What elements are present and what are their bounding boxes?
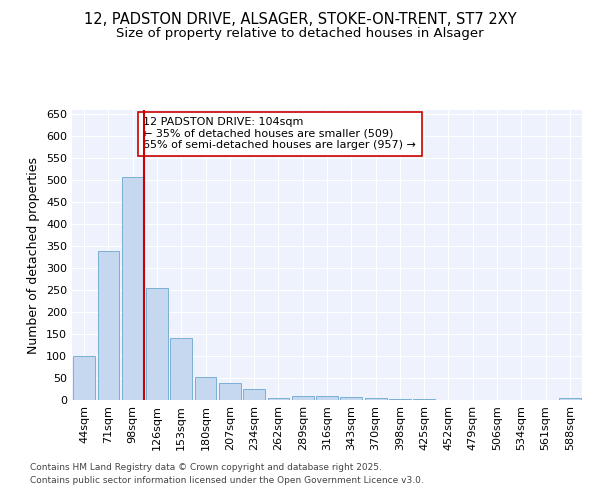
Text: Contains HM Land Registry data © Crown copyright and database right 2025.: Contains HM Land Registry data © Crown c… xyxy=(30,464,382,472)
Y-axis label: Number of detached properties: Number of detached properties xyxy=(28,156,40,354)
Bar xyxy=(268,398,289,400)
Bar xyxy=(146,288,168,400)
Bar xyxy=(243,389,265,400)
Bar xyxy=(170,338,192,400)
Bar xyxy=(413,399,435,400)
Text: 12 PADSTON DRIVE: 104sqm
← 35% of detached houses are smaller (509)
65% of semi-: 12 PADSTON DRIVE: 104sqm ← 35% of detach… xyxy=(143,117,416,150)
Bar xyxy=(73,356,95,400)
Bar xyxy=(97,252,119,400)
Bar xyxy=(365,398,386,400)
Text: Size of property relative to detached houses in Alsager: Size of property relative to detached ho… xyxy=(116,28,484,40)
Bar xyxy=(122,177,143,400)
Bar xyxy=(389,399,411,400)
Text: Contains public sector information licensed under the Open Government Licence v3: Contains public sector information licen… xyxy=(30,476,424,485)
Bar xyxy=(219,384,241,400)
Bar xyxy=(316,396,338,400)
Text: 12, PADSTON DRIVE, ALSAGER, STOKE-ON-TRENT, ST7 2XY: 12, PADSTON DRIVE, ALSAGER, STOKE-ON-TRE… xyxy=(83,12,517,28)
Bar xyxy=(559,398,581,400)
Bar xyxy=(340,397,362,400)
Bar xyxy=(194,376,217,400)
Bar xyxy=(292,396,314,400)
